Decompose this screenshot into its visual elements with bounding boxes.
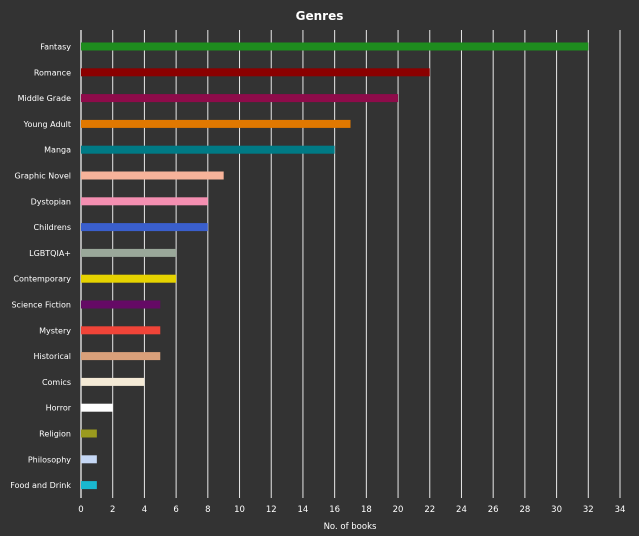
bar[interactable] — [81, 248, 177, 257]
bar[interactable] — [81, 455, 97, 464]
y-category-label: Mystery — [39, 326, 71, 335]
bar[interactable] — [81, 171, 224, 180]
bar[interactable] — [81, 94, 399, 103]
x-tick-label: 22 — [424, 505, 435, 515]
y-category-label: Manga — [44, 146, 71, 155]
bar[interactable] — [81, 42, 589, 51]
bar[interactable] — [81, 377, 145, 386]
y-category-label: Fantasy — [40, 43, 71, 52]
x-tick-label: 4 — [142, 505, 147, 515]
y-category-label: LGBTQIA+ — [29, 249, 71, 258]
y-category-label: Religion — [39, 430, 71, 439]
y-category-label: Science Fiction — [11, 301, 71, 310]
bar[interactable] — [81, 197, 208, 206]
y-category-label: Food and Drink — [10, 481, 71, 490]
y-category-label: Dystopian — [31, 197, 71, 206]
bar[interactable] — [81, 119, 351, 128]
x-tick-label: 20 — [393, 505, 404, 515]
chart-title: Genres — [295, 9, 344, 23]
bar-layer — [81, 42, 589, 490]
x-tick-label: 8 — [205, 505, 210, 515]
bar[interactable] — [81, 68, 430, 77]
y-category-label: Comics — [42, 378, 71, 387]
y-category-label: Childrens — [34, 223, 71, 232]
x-tick-label: 30 — [551, 505, 562, 515]
x-tick-label: 6 — [173, 505, 178, 515]
bar[interactable] — [81, 352, 161, 361]
y-category-label: Contemporary — [13, 275, 71, 284]
y-category-label: Romance — [34, 68, 71, 77]
y-category-label: Middle Grade — [18, 94, 71, 103]
label-layer: 0 2 4 6 8 10 12 14 16 18 20 22 24 26 28 30 32 34FantasyRo… — [10, 43, 625, 516]
x-tick-label: 0 — [78, 505, 83, 515]
y-category-label: Graphic Novel — [15, 172, 71, 181]
x-tick-label: 34 — [615, 505, 626, 515]
bar[interactable] — [81, 429, 97, 438]
x-tick-label: 14 — [298, 505, 309, 515]
x-tick-label: 24 — [456, 505, 467, 515]
y-category-label: Historical — [34, 352, 71, 361]
x-tick-label: 12 — [266, 505, 277, 515]
x-tick-label: 32 — [583, 505, 594, 515]
bar[interactable] — [81, 300, 161, 309]
bar[interactable] — [81, 326, 161, 335]
y-category-label: Philosophy — [28, 455, 71, 464]
x-tick-label: 26 — [488, 505, 499, 515]
bar[interactable] — [81, 403, 113, 412]
y-category-label: Young Adult — [23, 120, 71, 129]
grid-layer — [80, 30, 621, 498]
bar[interactable] — [81, 145, 335, 154]
x-tick-label: 18 — [361, 505, 372, 515]
x-tick-label: 2 — [110, 505, 115, 515]
bar[interactable] — [81, 274, 177, 283]
bar[interactable] — [81, 223, 208, 232]
y-category-label: Horror — [46, 404, 72, 413]
x-tick-label: 10 — [234, 505, 245, 515]
x-tick-label: 28 — [519, 505, 530, 515]
x-tick-label: 16 — [329, 505, 340, 515]
x-axis-title: No. of books — [324, 522, 377, 532]
bar[interactable] — [81, 481, 97, 490]
